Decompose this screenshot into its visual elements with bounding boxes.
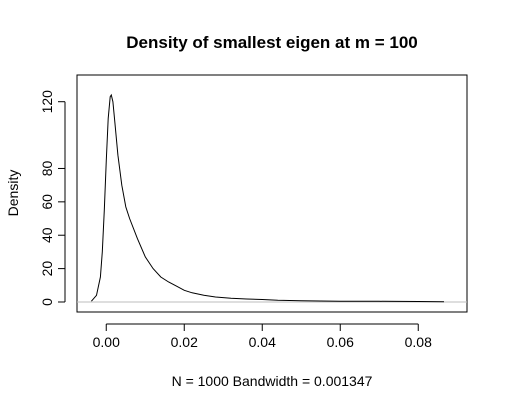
y-tick-label: 0 (39, 298, 55, 306)
x-tick-label: 0.00 (93, 334, 120, 350)
y-axis: 0 20 40 60 80 120 (39, 90, 66, 306)
x-tick-label: 0.06 (327, 334, 354, 350)
x-tick-label: 0.08 (405, 334, 432, 350)
x-axis-label: N = 1000 Bandwidth = 0.001347 (172, 373, 373, 389)
y-axis-label: Density (5, 170, 21, 217)
x-tick-label: 0.04 (249, 334, 276, 350)
chart-title: Density of smallest eigen at m = 100 (126, 33, 417, 52)
y-tick-label: 40 (39, 227, 55, 243)
y-tick-label: 60 (39, 194, 55, 210)
x-axis: 0.00 0.02 0.04 0.06 0.08 (93, 323, 432, 350)
density-curve (91, 93, 445, 303)
x-tick-label: 0.02 (171, 334, 198, 350)
plot-frame (76, 74, 468, 313)
y-tick-label: 20 (39, 261, 55, 277)
y-tick-label: 120 (39, 90, 55, 114)
y-tick-label: 80 (39, 160, 55, 176)
